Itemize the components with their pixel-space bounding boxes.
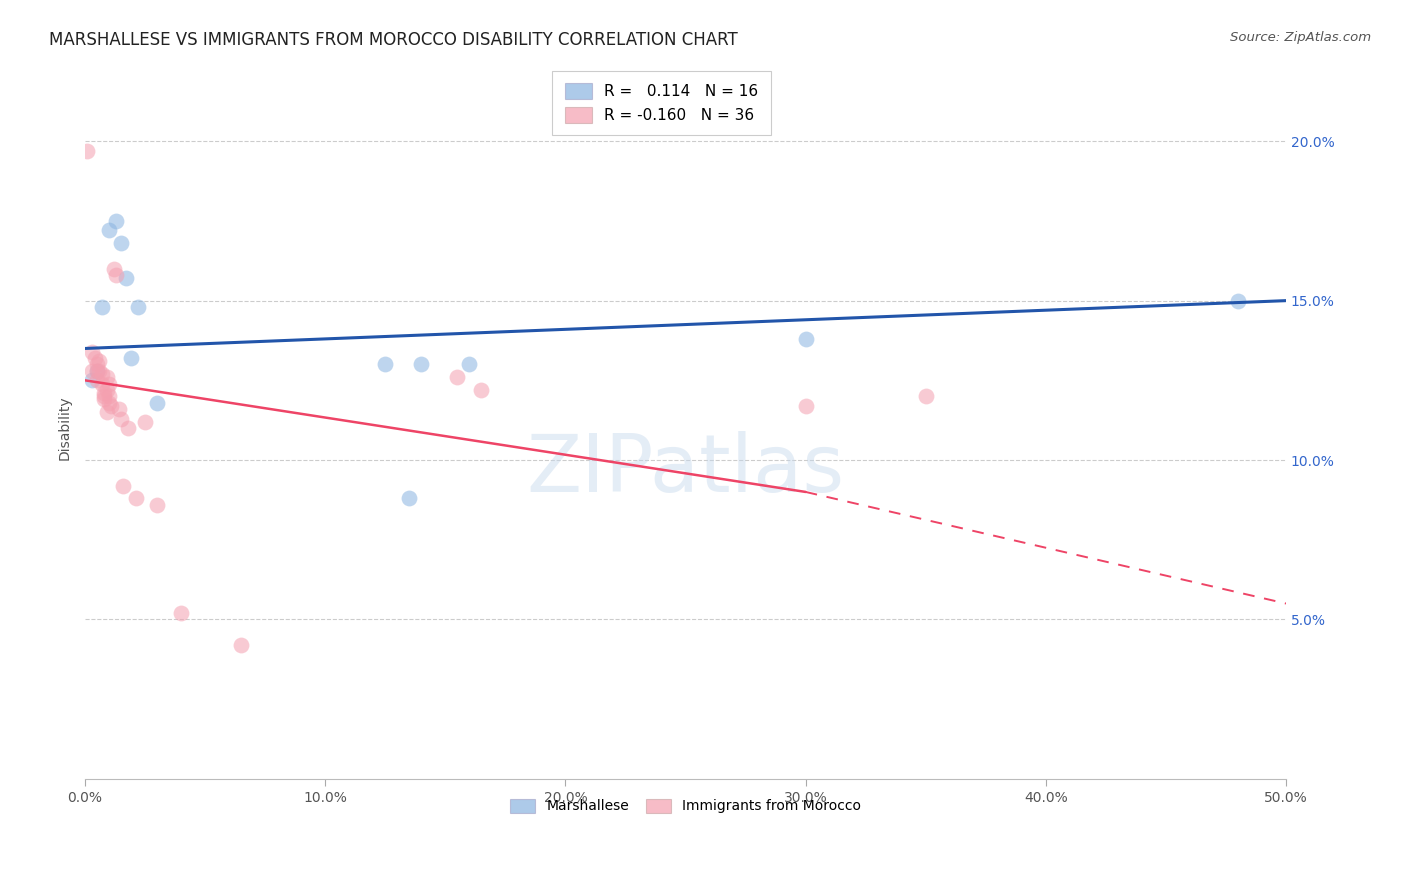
Point <box>89 364 111 378</box>
Point <box>86 358 108 372</box>
Point <box>98 395 121 409</box>
Point <box>374 358 396 372</box>
Text: Source: ZipAtlas.com: Source: ZipAtlas.com <box>1230 31 1371 45</box>
Point <box>98 389 121 403</box>
Point <box>146 498 169 512</box>
Point <box>470 383 492 397</box>
Point <box>93 392 115 407</box>
Point <box>98 223 121 237</box>
Point <box>82 364 104 378</box>
Point <box>112 478 135 492</box>
Point <box>82 344 104 359</box>
Point <box>105 214 128 228</box>
Point <box>794 332 817 346</box>
Point <box>96 383 118 397</box>
Point <box>86 373 108 387</box>
Point <box>86 364 108 378</box>
Point <box>93 389 115 403</box>
Point <box>110 236 132 251</box>
Point <box>1227 293 1250 308</box>
Point <box>398 491 420 506</box>
Point <box>170 606 193 620</box>
Point <box>89 354 111 368</box>
Legend: Marshallese, Immigrants from Morocco: Marshallese, Immigrants from Morocco <box>499 788 872 824</box>
Point <box>446 370 468 384</box>
Point <box>124 491 146 506</box>
Point <box>110 411 132 425</box>
Point <box>96 370 118 384</box>
Point <box>117 421 139 435</box>
Point <box>96 405 118 419</box>
Point <box>231 638 253 652</box>
Point <box>100 399 122 413</box>
Point <box>82 373 104 387</box>
Point <box>146 395 169 409</box>
Point <box>90 367 112 381</box>
Point <box>83 351 105 365</box>
Point <box>90 300 112 314</box>
Point <box>76 144 98 158</box>
Point <box>115 271 138 285</box>
Point <box>127 300 149 314</box>
Point <box>134 415 156 429</box>
Y-axis label: Disability: Disability <box>58 396 72 460</box>
Point <box>86 364 108 378</box>
Text: MARSHALLESE VS IMMIGRANTS FROM MOROCCO DISABILITY CORRELATION CHART: MARSHALLESE VS IMMIGRANTS FROM MOROCCO D… <box>49 31 738 49</box>
Point <box>105 268 128 282</box>
Point <box>107 402 129 417</box>
Point <box>411 358 433 372</box>
Point <box>93 386 115 401</box>
Point <box>458 358 481 372</box>
Point <box>98 376 121 391</box>
Point <box>794 399 817 413</box>
Text: ZIPatlas: ZIPatlas <box>526 431 845 509</box>
Point <box>90 376 112 391</box>
Point <box>914 389 936 403</box>
Point <box>120 351 142 365</box>
Point <box>103 261 125 276</box>
